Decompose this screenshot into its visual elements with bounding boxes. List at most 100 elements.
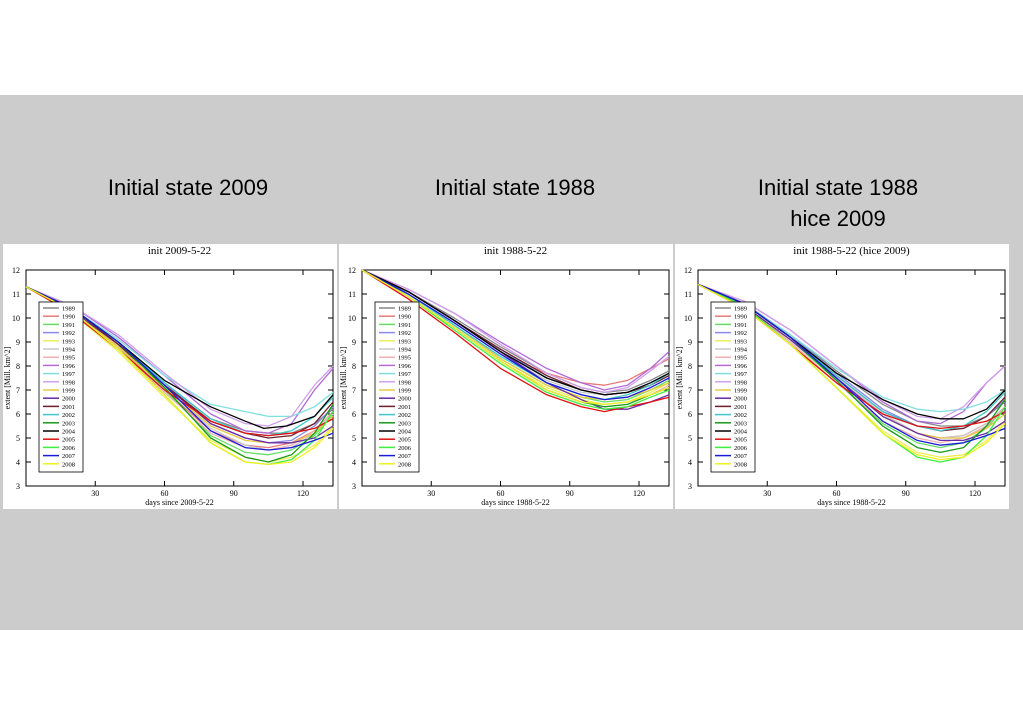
chart-init-1988-hice-2009: init 1988-5-22 (hice 2009) 30 60 90 120 3 4 5 6 7…: [675, 245, 1006, 507]
legend-label-1996: 1996: [398, 363, 412, 370]
legend-label-2001: 2001: [734, 404, 747, 411]
legend-label-2004: 2004: [398, 429, 412, 436]
y-tick-label: 8: [688, 362, 692, 371]
legend-label-1997: 1997: [734, 371, 748, 378]
y-tick-label: 3: [352, 482, 356, 491]
legend-label-1991: 1991: [398, 322, 411, 329]
series-line-1998: [697, 283, 1006, 420]
legend-label-1995: 1995: [62, 355, 75, 362]
chart-title: init 1988-5-22 (hice 2009): [793, 245, 910, 257]
x-tick-label: 90: [566, 489, 574, 498]
legend-label-1989: 1989: [734, 306, 747, 313]
series-line-2007: [25, 286, 334, 451]
legend-label-2005: 2005: [734, 437, 747, 444]
legend-label-2002: 2002: [62, 412, 75, 419]
chart-panel-init-2009: init 2009-5-22 30 60 90 120 3 4 5 6 7 8 9 10 11 12 days…: [3, 244, 337, 509]
x-tick-label: 120: [297, 489, 309, 498]
x-tick-label: 120: [633, 489, 645, 498]
series-line-1999: [25, 286, 334, 444]
series-line-2006: [697, 283, 1006, 463]
y-tick-label: 9: [16, 338, 20, 347]
heading-initial-state-2009: Initial state 2009: [107, 175, 269, 200]
legend-label-1997: 1997: [62, 371, 76, 378]
series-line-1993: [25, 286, 334, 463]
series-line-2000: [25, 286, 334, 444]
chart-title: init 2009-5-22: [148, 245, 211, 257]
y-tick-label: 12: [684, 266, 692, 275]
legend-label-1993: 1993: [398, 338, 411, 345]
chart-init-2009: init 2009-5-22 30 60 90 120 3 4 5 6 7 8 9 10 11 12 days…: [3, 245, 334, 507]
y-tick-label: 10: [12, 314, 20, 323]
legend-label-1996: 1996: [62, 363, 76, 370]
legend-label-1996: 1996: [734, 363, 748, 370]
chart-init-1988: init 1988-5-22 30 60 90 120 3 4 5 6 7 8 9 10 11 12 days…: [339, 245, 670, 507]
legend-label-1994: 1994: [398, 347, 412, 354]
y-tick-label: 9: [352, 338, 356, 347]
legend-label-2003: 2003: [398, 420, 411, 427]
legend-label-2008: 2008: [62, 461, 75, 468]
chart-title: init 1988-5-22: [484, 245, 547, 257]
chart-panel-init-1988-hice-2009: init 1988-5-22 (hice 2009) 30 60 90 120 3 4 5 6 7…: [675, 244, 1009, 509]
legend-label-2002: 2002: [734, 412, 747, 419]
y-tick-label: 6: [688, 410, 692, 419]
legend-label-2000: 2000: [734, 396, 747, 403]
y-tick-label: 12: [12, 266, 20, 275]
legend-label-2004: 2004: [734, 429, 748, 436]
x-tick-label: 60: [160, 489, 168, 498]
series-line-1997: [697, 283, 1006, 413]
legend-label-2001: 2001: [62, 404, 75, 411]
y-tick-label: 11: [12, 290, 20, 299]
y-tick-label: 10: [684, 314, 692, 323]
legend-label-1989: 1989: [398, 306, 411, 313]
legend-label-1995: 1995: [734, 355, 747, 362]
legend-label-2000: 2000: [62, 396, 75, 403]
x-tick-label: 90: [902, 489, 910, 498]
x-tick-label: 30: [763, 489, 771, 498]
legend-label-1991: 1991: [62, 322, 75, 329]
y-tick-label: 6: [16, 410, 20, 419]
x-axis-label: days since 1988-5-22: [817, 498, 885, 507]
legend-label-2007: 2007: [62, 453, 76, 460]
legend-label-1995: 1995: [398, 355, 411, 362]
x-axis-label: days since 1988-5-22: [481, 498, 549, 507]
series-line-2004: [361, 269, 670, 396]
legend-box: [38, 301, 84, 473]
y-tick-label: 4: [688, 458, 692, 467]
legend-label-1990: 1990: [62, 314, 75, 321]
legend-label-2007: 2007: [398, 453, 412, 460]
series-line-1997: [25, 286, 334, 418]
series-line-2007: [361, 269, 670, 401]
y-tick-label: 12: [348, 266, 356, 275]
y-tick-label: 5: [16, 434, 20, 443]
series-line-2006: [361, 269, 670, 410]
legend-label-2000: 2000: [398, 396, 411, 403]
x-tick-label: 60: [496, 489, 504, 498]
y-tick-label: 7: [688, 386, 692, 395]
legend-label-1998: 1998: [62, 379, 75, 386]
legend-label-2006: 2006: [62, 445, 76, 452]
y-axis-label: extent [Mill. km^2]: [3, 346, 12, 409]
y-axis-label: extent [Mill. km^2]: [339, 346, 348, 409]
legend-label-2006: 2006: [734, 445, 748, 452]
legend-label-1997: 1997: [398, 371, 412, 378]
legend-label-2005: 2005: [62, 437, 75, 444]
series-line-2008: [361, 269, 670, 406]
x-tick-label: 30: [427, 489, 435, 498]
legend-label-1991: 1991: [734, 322, 747, 329]
legend-label-2004: 2004: [62, 429, 76, 436]
heading-initial-state-1988-hice-2009: Initial state 1988 hice 2009: [757, 175, 919, 231]
y-axis-label: extent [Mill. km^2]: [675, 346, 684, 409]
x-tick-label: 30: [91, 489, 99, 498]
series-line-2008: [697, 283, 1006, 461]
legend-box: [710, 301, 756, 473]
x-axis-label: days since 2009-5-22: [145, 498, 213, 507]
series-line-2005: [361, 269, 670, 413]
legend-label-1994: 1994: [734, 347, 748, 354]
y-tick-label: 3: [688, 482, 692, 491]
legend-label-1989: 1989: [62, 306, 75, 313]
y-tick-label: 6: [352, 410, 356, 419]
y-tick-label: 8: [352, 362, 356, 371]
series-line-2005: [25, 286, 334, 437]
legend-label-1992: 1992: [734, 330, 747, 337]
heading-initial-state-1988: Initial state 1988: [434, 175, 596, 200]
